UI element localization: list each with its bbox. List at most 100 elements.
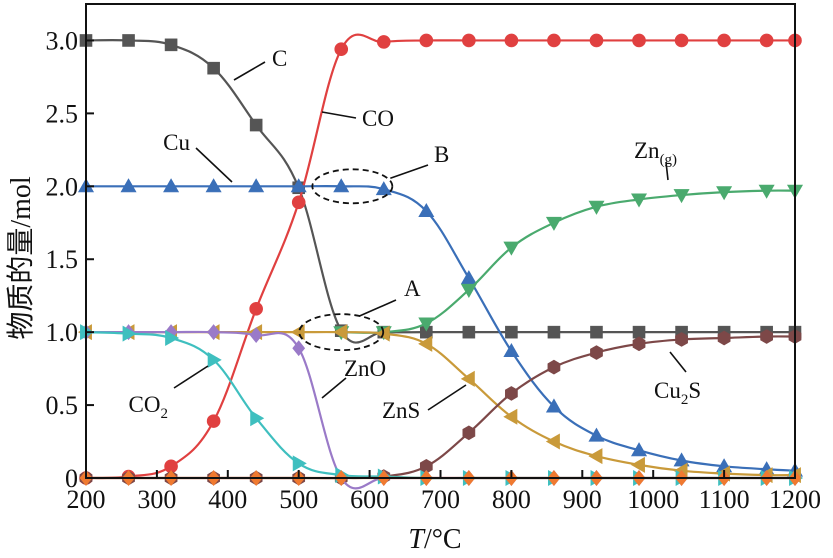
data-point-co-14 [674, 33, 689, 48]
data-point-co-10 [504, 33, 519, 48]
leader-b [390, 164, 429, 180]
leader-zng [665, 161, 669, 181]
leader-c [233, 61, 266, 81]
x-axis-title: T/°C [408, 524, 461, 555]
label-co: CO [362, 106, 394, 131]
data-point-zns-10 [503, 408, 518, 425]
data-point-cu2s-14 [675, 332, 688, 347]
data-point-co-12 [589, 33, 604, 48]
data-point-cu-12 [588, 427, 605, 442]
data-point-co-9 [462, 33, 476, 48]
y-tick-label-6: 3.0 [46, 26, 79, 55]
x-tick-label-0: 200 [67, 485, 106, 514]
data-point-c-2 [164, 38, 178, 52]
data-point-co-6 [334, 42, 349, 57]
y-tick-label-4: 2.0 [46, 172, 79, 201]
data-point-co2-1 [122, 325, 137, 342]
data-point-cu-7 [375, 181, 392, 196]
data-point-co-16 [759, 33, 774, 48]
y-tick-label-1: 0.5 [46, 391, 79, 420]
data-point-c-9 [462, 325, 476, 339]
data-point-c-12 [590, 325, 603, 339]
plot-frame [85, 3, 796, 479]
leader-cu [195, 147, 233, 183]
data-point-cu2s-15 [717, 330, 731, 346]
series-line-cu [86, 184, 796, 472]
callout-ellipse-a [298, 313, 385, 352]
y-axis-title: 物质的量/mol [5, 176, 37, 340]
data-point-zns-6 [333, 324, 348, 341]
leader-cu2s [669, 351, 687, 373]
data-point-zng-8 [673, 189, 690, 204]
data-point-zns-13 [630, 456, 645, 473]
data-point-cu2s-11 [547, 359, 561, 375]
series-line-c [85, 39, 795, 344]
data-point-zng-7 [631, 193, 648, 208]
data-point-zns-8 [418, 335, 433, 352]
data-point-cu-10 [503, 343, 520, 358]
y-tick-label-3: 1.5 [46, 245, 79, 274]
data-point-cu-3 [205, 178, 222, 193]
data-point-zns-9 [460, 370, 475, 387]
label-b: B [434, 142, 449, 167]
data-point-cu2s-16 [760, 329, 774, 344]
data-point-zns-12 [588, 448, 603, 465]
x-tick-label-9: 1100 [699, 485, 750, 514]
data-point-zns-5 [290, 324, 305, 341]
data-point-cu-4 [248, 178, 265, 193]
data-point-co2-4 [250, 410, 265, 427]
data-point-zng-3 [460, 283, 477, 298]
series-layer [77, 33, 804, 490]
data-point-cu2s-10 [505, 386, 518, 401]
x-axis-var: T [408, 524, 426, 555]
data-point-co-4 [249, 302, 263, 316]
leader-zns [427, 384, 467, 411]
data-point-co2-5 [292, 455, 307, 472]
data-point-zng-2 [418, 317, 435, 332]
data-point-co-8 [419, 33, 434, 48]
data-point-c-3 [207, 61, 220, 75]
data-point-co-11 [547, 33, 561, 48]
data-point-zng-5 [545, 216, 562, 231]
data-point-cu-5 [290, 178, 307, 193]
leader-co [321, 111, 357, 119]
x-tick-label-3: 500 [279, 485, 318, 514]
x-tick-label-6: 800 [492, 485, 531, 514]
series-line-cu2s [86, 335, 796, 480]
data-point-cu2s-12 [590, 345, 603, 360]
x-tick-label-1: 300 [137, 485, 176, 514]
data-point-zng-9 [716, 186, 733, 201]
data-point-zng-10 [758, 184, 775, 199]
data-point-c-11 [547, 325, 561, 339]
leader-co2 [173, 365, 209, 389]
data-point-c-4 [249, 118, 263, 132]
data-point-co-5 [291, 195, 306, 210]
annotation-layer: C CO Cu Zn(g) ZnS ZnO CO2 Cu2S A B [129, 46, 702, 423]
data-point-zng-4 [503, 241, 520, 256]
y-tick-label-5: 2.5 [46, 99, 79, 128]
leader-a [358, 299, 397, 317]
x-tick-label-2: 400 [208, 485, 247, 514]
series-line-zns [85, 330, 796, 477]
data-point-cu-2 [163, 178, 180, 193]
series-line-co [85, 33, 795, 480]
label-co2: CO2 [129, 392, 168, 422]
data-point-zno-5 [292, 340, 306, 357]
data-point-co2-2 [165, 329, 180, 347]
data-point-co-13 [632, 33, 646, 48]
x-axis-unit: /°C [424, 524, 462, 555]
series-line-zng [341, 189, 796, 334]
data-point-cu2s-9 [462, 425, 476, 441]
data-point-cu-1 [120, 178, 137, 193]
data-point-zns-11 [545, 433, 560, 450]
data-point-co-15 [717, 33, 731, 48]
label-c: C [272, 46, 287, 71]
data-point-c-10 [505, 325, 518, 339]
y-tick-label-0: 0 [65, 464, 78, 493]
data-point-cu-11 [545, 398, 562, 413]
label-zno: ZnO [344, 356, 386, 381]
data-point-zno-4 [249, 327, 263, 344]
y-tick-label-2: 1.0 [46, 318, 79, 347]
callout-ellipse-b [311, 168, 394, 205]
